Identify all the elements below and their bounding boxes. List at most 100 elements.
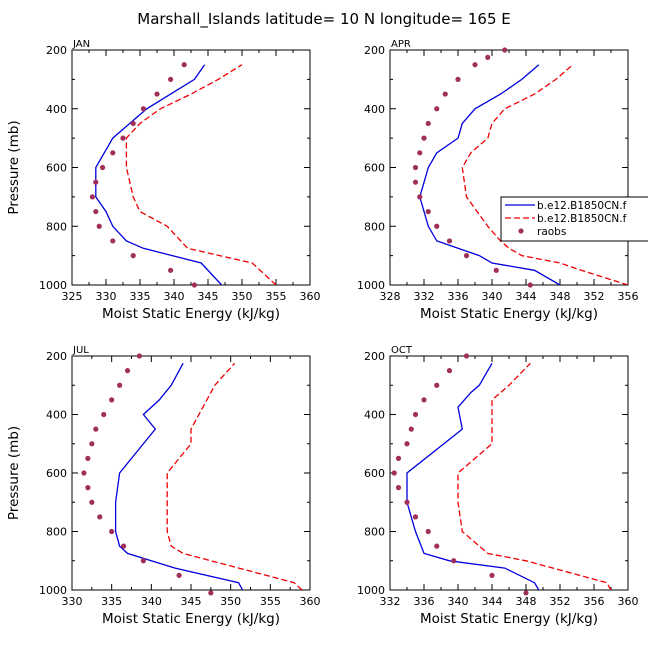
raobs-point — [140, 558, 146, 564]
x-tick-label: 355 — [266, 290, 287, 303]
raobs-point — [181, 62, 187, 68]
panel-label: JUL — [72, 345, 89, 356]
raobs-point — [101, 411, 107, 418]
plot-frame — [389, 355, 629, 591]
raobs-point — [89, 194, 95, 200]
y-tick-label: 600 — [364, 162, 385, 175]
raobs-point — [412, 179, 419, 185]
raobs-point — [425, 208, 431, 215]
raobs-point — [140, 106, 146, 112]
model-line-solid — [114, 362, 244, 590]
x-tick-label: 348 — [550, 290, 571, 303]
raobs-point — [502, 47, 508, 53]
x-tick-label: 340 — [164, 290, 185, 303]
model-line-dashed — [125, 64, 277, 285]
raobs-point — [446, 238, 453, 244]
raobs-point — [493, 267, 499, 273]
raobs-point — [412, 411, 419, 418]
raobs-point — [208, 590, 214, 596]
x-tick-label: 344 — [516, 290, 537, 303]
raobs-point — [395, 455, 402, 461]
raobs-point — [412, 514, 419, 520]
y-tick-label: 1000 — [39, 584, 67, 597]
y-axis-label: Pressure (mb) — [6, 426, 22, 520]
model-line-dashed — [166, 362, 303, 590]
raobs-point — [455, 76, 461, 82]
x-tick-label: 360 — [618, 595, 639, 608]
raobs-point — [434, 223, 440, 229]
raobs-point — [421, 135, 427, 141]
raobs-point — [130, 120, 136, 127]
model-line-dashed — [457, 362, 612, 590]
raobs-point — [434, 382, 440, 388]
y-tick-label: 800 — [46, 526, 67, 539]
raobs-point — [120, 135, 126, 141]
plot-frame — [389, 49, 629, 286]
raobs-point — [417, 150, 423, 156]
y-tick-label: 200 — [364, 44, 385, 57]
panel-label: OCT — [391, 345, 413, 356]
y-tick-label: 800 — [364, 526, 385, 539]
y-tick-label: 1000 — [39, 279, 67, 292]
x-tick-label: 325 — [62, 290, 83, 303]
x-tick-label: 335 — [101, 595, 122, 608]
y-tick-label: 800 — [46, 220, 67, 233]
x-tick-label: 355 — [260, 595, 281, 608]
raobs-point — [109, 528, 115, 535]
raobs-point — [442, 91, 448, 97]
y-tick-label: 200 — [364, 350, 385, 363]
y-tick-label: 600 — [46, 467, 67, 480]
x-tick-label: 330 — [96, 290, 117, 303]
raobs-point — [168, 267, 174, 273]
raobs-point — [109, 397, 115, 403]
x-tick-label: 360 — [300, 595, 321, 608]
raobs-point — [100, 164, 106, 171]
raobs-point — [93, 426, 99, 432]
x-tick-label: 335 — [130, 290, 151, 303]
x-axis-label: Moist Static Energy (kJ/kg) — [420, 611, 598, 627]
y-tick-label: 1000 — [357, 279, 385, 292]
legend-box — [500, 196, 648, 242]
raobs-point — [124, 368, 131, 374]
x-tick-label: 328 — [380, 290, 401, 303]
x-tick-label: 348 — [516, 595, 537, 608]
raobs-point — [425, 528, 431, 535]
raobs-point — [463, 353, 470, 359]
panel-jan: JAN 325 330 335 340 345 350 355 360 200 400 600 800 1… — [6, 39, 321, 322]
legend-swatch-raobs — [518, 228, 524, 234]
raobs-point — [168, 76, 174, 82]
plot-frame — [71, 49, 311, 286]
x-tick-label: 336 — [448, 290, 469, 303]
raobs-point — [417, 194, 423, 200]
y-tick-label: 400 — [46, 103, 67, 116]
raobs-point — [395, 485, 402, 491]
x-tick-label: 340 — [448, 595, 469, 608]
y-tick-label: 600 — [364, 467, 385, 480]
y-tick-label: 800 — [364, 220, 385, 233]
x-tick-label: 344 — [482, 595, 503, 608]
raobs-point — [485, 54, 491, 60]
raobs-point — [89, 499, 95, 505]
x-axis-label: Moist Static Energy (kJ/kg) — [102, 306, 280, 322]
x-tick-label: 330 — [62, 595, 83, 608]
y-tick-label: 200 — [46, 350, 67, 363]
x-tick-label: 332 — [380, 595, 401, 608]
x-tick-label: 340 — [482, 290, 503, 303]
x-tick-label: 360 — [300, 290, 321, 303]
panel-jul: JUL 330 335 340 345 350 355 360 200 400 600 800 1000… — [6, 345, 321, 627]
panel-label: APR — [391, 39, 411, 50]
raobs-point — [136, 353, 143, 359]
raobs-point — [97, 514, 103, 520]
raobs-point — [110, 238, 116, 244]
panel-apr: APR 328 332 336 340 344 348 352 356 200 400 600 800 1… — [357, 39, 639, 322]
figure-title: Marshall_Islands latitude= 10 N longitud… — [137, 10, 510, 29]
x-tick-label: 345 — [198, 290, 219, 303]
y-tick-label: 600 — [46, 162, 67, 175]
raobs-point — [81, 470, 87, 476]
model-line-dashed — [461, 64, 628, 285]
x-tick-label: 356 — [618, 290, 639, 303]
raobs-point — [85, 485, 91, 491]
y-tick-label: 400 — [364, 103, 385, 116]
raobs-point — [154, 91, 160, 97]
